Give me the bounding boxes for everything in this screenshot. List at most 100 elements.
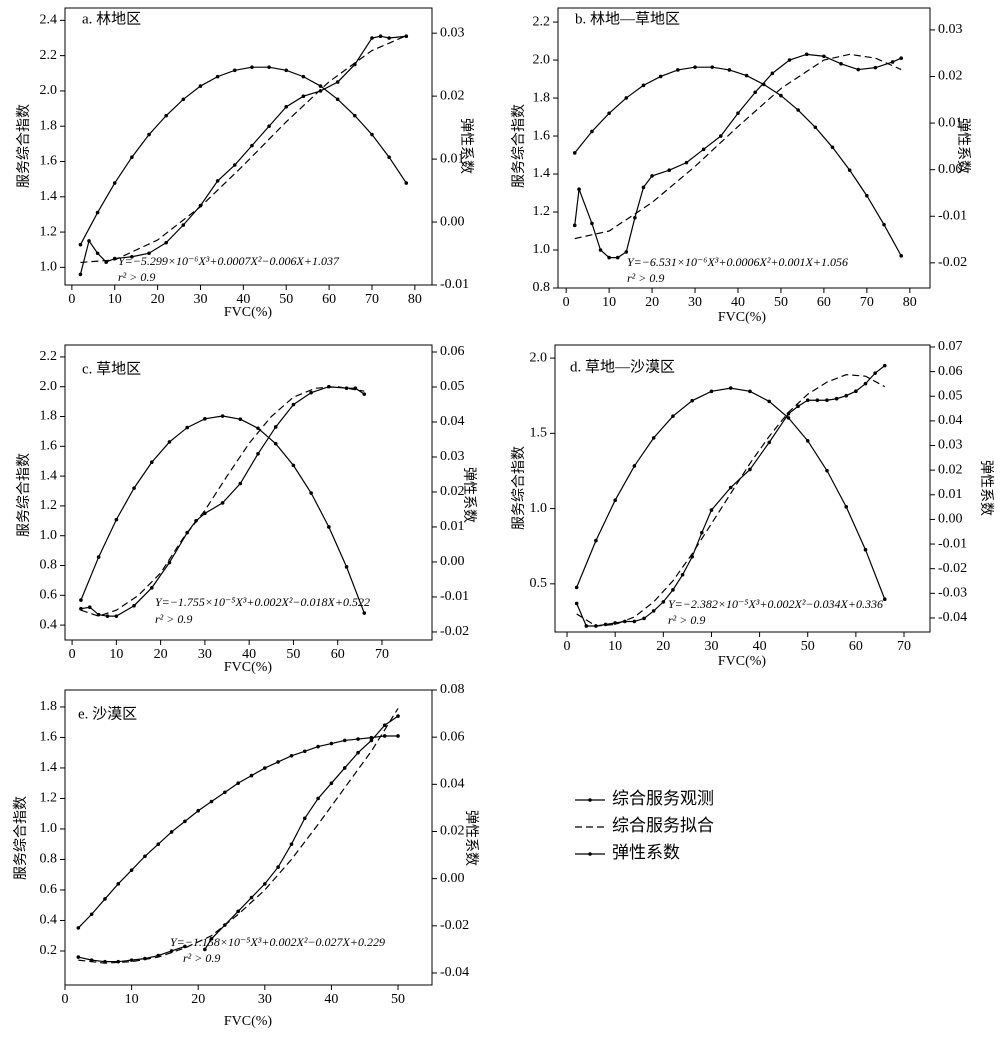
series-line: [80, 415, 365, 614]
panel: 0 10 20 30 40 50 60 70 0.4 0.6 0.8 1.0 1.2 1.4 1.6 1.8 2…: [16, 344, 477, 675]
point: [273, 425, 278, 429]
y2-tick-label: 0.04: [440, 414, 465, 429]
point: [767, 399, 772, 404]
series-line: [576, 365, 886, 627]
point: [671, 414, 675, 418]
point: [167, 440, 172, 444]
point: [302, 749, 307, 754]
point: [309, 491, 313, 495]
x-tick-label: 60: [849, 639, 863, 654]
y-tick-label: 0.6: [40, 588, 58, 603]
point: [574, 585, 579, 590]
point: [856, 67, 861, 72]
point: [291, 402, 296, 407]
panel-title: a. 林地区: [82, 10, 141, 27]
point: [899, 254, 904, 258]
y2-tick-label: -0.02: [440, 918, 469, 933]
series-line: [80, 386, 365, 617]
equation: Y=−6.531×10⁻⁶X³+0.0006X²+0.001X+1.056: [627, 255, 848, 269]
point: [250, 65, 254, 69]
point: [130, 254, 134, 259]
point: [661, 600, 666, 604]
y2-tick-label: 0.03: [440, 25, 465, 40]
point: [114, 614, 119, 618]
point: [624, 250, 629, 254]
series-line: [79, 35, 407, 275]
y-tick-label: 0.4: [40, 617, 58, 632]
point: [329, 741, 334, 746]
point: [316, 744, 320, 749]
point: [236, 909, 240, 914]
x-tick-label: 50: [279, 292, 293, 307]
x-tick-label: 80: [903, 295, 917, 310]
y-axis-label: 服务综合指数: [13, 796, 29, 880]
point: [632, 464, 637, 468]
y2-tick-label: 0.07: [938, 339, 963, 354]
panel-title: c. 草地区: [82, 360, 141, 377]
point: [748, 467, 752, 472]
point: [95, 210, 100, 215]
point: [590, 129, 594, 134]
point: [667, 168, 672, 173]
point: [684, 160, 689, 165]
point: [301, 94, 306, 99]
y-tick-label: 1.2: [533, 204, 551, 219]
y-tick-label: 1.0: [40, 528, 58, 543]
x-tick-label: 30: [704, 639, 718, 654]
point: [79, 606, 83, 611]
point: [215, 179, 220, 183]
point: [370, 132, 374, 137]
y2-tick-label: 0.05: [938, 388, 963, 403]
y2-tick-label: -0.01: [938, 536, 967, 551]
y2-tick-label: 0.02: [440, 824, 465, 839]
point: [753, 90, 757, 95]
point: [327, 525, 331, 529]
point: [651, 436, 656, 440]
y-tick-label: 1.4: [533, 166, 551, 181]
point: [132, 486, 136, 490]
point: [382, 723, 387, 728]
y-tick-label: 1.8: [40, 118, 58, 133]
point: [89, 912, 94, 917]
y-tick-label: 2.0: [40, 379, 58, 394]
point: [607, 255, 611, 260]
y-tick-label: 0.8: [533, 280, 551, 295]
point: [786, 416, 791, 420]
point: [779, 93, 783, 98]
y-tick-label: 2.0: [533, 52, 551, 67]
y-tick-label: 1.6: [40, 439, 58, 454]
x-tick-label: 70: [365, 292, 379, 307]
panel-title: e. 沙漠区: [78, 705, 137, 722]
point: [342, 766, 347, 770]
y-tick-label: 2.2: [533, 14, 551, 29]
point: [238, 481, 243, 486]
point: [370, 36, 374, 40]
point: [633, 215, 637, 220]
panel-title: b. 林地—草地区: [575, 10, 680, 27]
y2-tick-label: 0.00: [938, 162, 963, 177]
y2-tick-label: -0.04: [440, 965, 469, 980]
point: [825, 468, 829, 473]
point: [284, 105, 289, 109]
y2-tick-label: 0.00: [440, 214, 465, 229]
point: [263, 882, 267, 886]
point: [825, 398, 829, 403]
point: [344, 386, 349, 391]
point: [584, 624, 589, 628]
series-line: [576, 374, 886, 627]
y2-tick-label: 0.01: [938, 115, 963, 130]
point: [164, 113, 168, 118]
point: [149, 460, 154, 465]
point: [116, 882, 121, 886]
point: [863, 381, 868, 386]
point: [882, 222, 886, 227]
point: [203, 947, 207, 952]
point: [276, 865, 280, 869]
x-tick-label: 20: [656, 639, 670, 654]
y2-tick-label: -0.01: [440, 277, 469, 292]
point: [641, 83, 646, 88]
y2-tick-label: 0.06: [440, 344, 465, 359]
point: [147, 132, 151, 137]
y-tick-label: 1.8: [40, 699, 58, 714]
panel: 0 10 20 30 40 50 60 70 0.5 1.0 1.5 2.0 -0.04 -0.03 -0.…: [511, 339, 994, 669]
